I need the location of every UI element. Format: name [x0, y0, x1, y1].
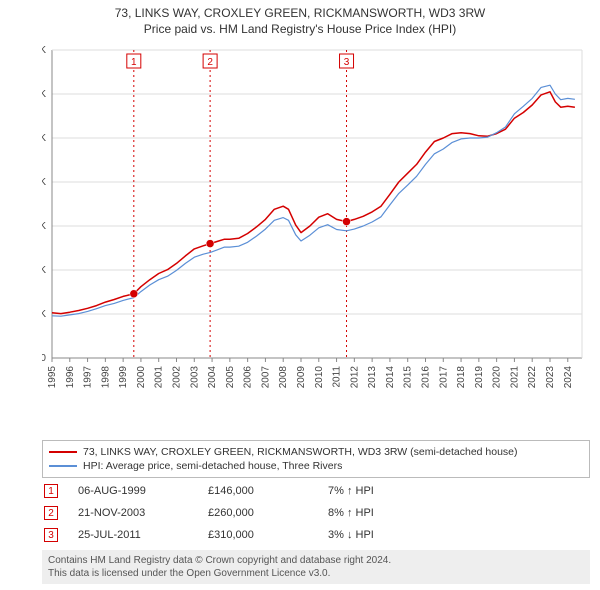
svg-text:£200K: £200K: [42, 265, 46, 276]
svg-text:2023: 2023: [545, 366, 556, 389]
event-pct: 8% ↑ HPI: [328, 507, 448, 519]
svg-text:1997: 1997: [83, 366, 94, 389]
svg-text:2013: 2013: [367, 366, 378, 389]
svg-text:£600K: £600K: [42, 89, 46, 100]
svg-text:1: 1: [131, 57, 137, 68]
svg-text:£400K: £400K: [42, 177, 46, 188]
event-dot-1: [130, 290, 138, 298]
event-badge: 3: [44, 528, 58, 542]
svg-text:£300K: £300K: [42, 221, 46, 232]
svg-text:2011: 2011: [332, 366, 343, 388]
svg-text:2: 2: [207, 57, 213, 68]
title-line1: 73, LINKS WAY, CROXLEY GREEN, RICKMANSWO…: [0, 6, 600, 20]
svg-text:2006: 2006: [243, 366, 254, 389]
svg-text:£0: £0: [42, 353, 46, 364]
event-pct: 7% ↑ HPI: [328, 485, 448, 497]
svg-text:2015: 2015: [403, 366, 414, 389]
svg-text:£700K: £700K: [42, 45, 46, 56]
event-date: 21-NOV-2003: [78, 507, 188, 519]
svg-text:2004: 2004: [207, 366, 218, 389]
legend-row: 73, LINKS WAY, CROXLEY GREEN, RICKMANSWO…: [49, 445, 583, 459]
svg-text:2016: 2016: [420, 366, 431, 389]
footer-line1: Contains HM Land Registry data © Crown c…: [48, 554, 584, 567]
event-dot-3: [343, 218, 351, 226]
svg-text:2002: 2002: [171, 366, 182, 389]
event-badge: 2: [44, 506, 58, 520]
svg-text:2019: 2019: [474, 366, 485, 389]
event-date: 06-AUG-1999: [78, 485, 188, 497]
svg-text:2012: 2012: [349, 366, 360, 389]
svg-text:2009: 2009: [296, 366, 307, 389]
svg-text:2005: 2005: [225, 366, 236, 389]
legend-label: 73, LINKS WAY, CROXLEY GREEN, RICKMANSWO…: [83, 445, 518, 459]
svg-text:2024: 2024: [563, 366, 574, 389]
svg-text:2000: 2000: [136, 366, 147, 389]
event-row: 1 06-AUG-1999 £146,000 7% ↑ HPI: [42, 480, 590, 502]
legend-swatch: [49, 451, 77, 453]
footer-line2: This data is licensed under the Open Gov…: [48, 567, 584, 580]
price-chart: £0 £100K £200K £300K £400K £500K £600K £700K 199…: [42, 44, 590, 402]
svg-text:3: 3: [344, 57, 350, 68]
event-badge: 1: [44, 484, 58, 498]
legend-swatch: [49, 465, 77, 467]
svg-text:2020: 2020: [492, 366, 503, 389]
chart-container: 73, LINKS WAY, CROXLEY GREEN, RICKMANSWO…: [0, 0, 600, 590]
event-price: £260,000: [208, 507, 308, 519]
svg-text:2010: 2010: [314, 366, 325, 389]
svg-text:2014: 2014: [385, 366, 396, 389]
chart-area: £0 £100K £200K £300K £400K £500K £600K £700K 199…: [42, 44, 590, 402]
svg-text:2021: 2021: [509, 366, 520, 389]
svg-text:1996: 1996: [65, 366, 76, 389]
event-dot-2: [206, 240, 214, 248]
svg-text:2022: 2022: [527, 366, 538, 389]
svg-text:£500K: £500K: [42, 133, 46, 144]
legend: 73, LINKS WAY, CROXLEY GREEN, RICKMANSWO…: [42, 440, 590, 478]
svg-text:2001: 2001: [154, 366, 165, 389]
svg-text:2007: 2007: [260, 366, 271, 389]
event-pct: 3% ↓ HPI: [328, 529, 448, 541]
svg-text:2018: 2018: [456, 366, 467, 389]
event-price: £146,000: [208, 485, 308, 497]
svg-text:£100K: £100K: [42, 309, 46, 320]
event-row: 2 21-NOV-2003 £260,000 8% ↑ HPI: [42, 502, 590, 524]
svg-text:2003: 2003: [189, 366, 200, 389]
svg-text:1998: 1998: [100, 366, 111, 389]
svg-text:2017: 2017: [438, 366, 449, 389]
footer: Contains HM Land Registry data © Crown c…: [42, 550, 590, 584]
svg-text:1995: 1995: [47, 366, 58, 389]
legend-row: HPI: Average price, semi-detached house,…: [49, 459, 583, 473]
event-price: £310,000: [208, 529, 308, 541]
titles: 73, LINKS WAY, CROXLEY GREEN, RICKMANSWO…: [0, 0, 600, 36]
legend-label: HPI: Average price, semi-detached house,…: [83, 459, 342, 473]
event-date: 25-JUL-2011: [78, 529, 188, 541]
events-table: 1 06-AUG-1999 £146,000 7% ↑ HPI 2 21-NOV-2003…: [42, 480, 590, 546]
svg-text:1999: 1999: [118, 366, 129, 389]
event-row: 3 25-JUL-2011 £310,000 3% ↓ HPI: [42, 524, 590, 546]
title-line2: Price paid vs. HM Land Registry's House …: [0, 22, 600, 36]
svg-text:2008: 2008: [278, 366, 289, 389]
